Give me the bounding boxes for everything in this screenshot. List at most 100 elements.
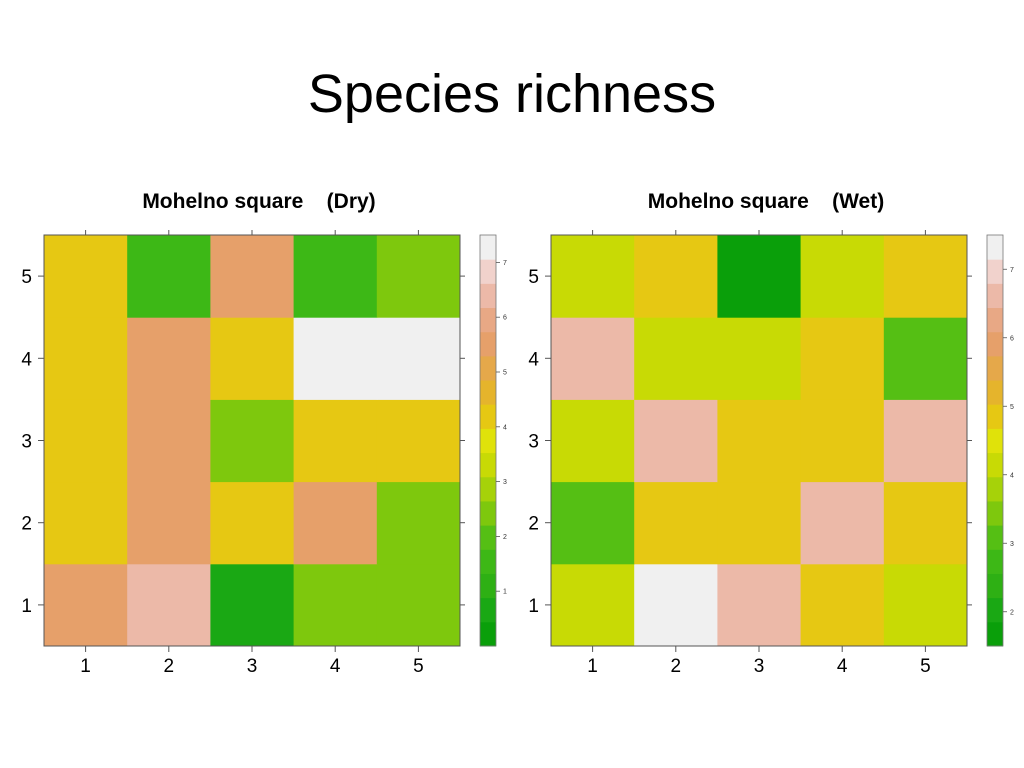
y-tick-label: 4 bbox=[528, 349, 539, 370]
colorbar-segment bbox=[480, 259, 496, 284]
colorbar-segment bbox=[480, 549, 496, 574]
colorbar-segment bbox=[987, 331, 1003, 357]
colorbar-tick-label: 3 bbox=[503, 479, 507, 486]
heatmap-panel-2: Mohelno square (Wet) 1 2 3 4 5 1 2 3 4 5 2 3 4 5 6 7 bbox=[528, 190, 1014, 677]
heatmap-cell bbox=[800, 563, 885, 647]
x-tick-label: 5 bbox=[413, 656, 424, 677]
colorbar-segment bbox=[987, 573, 1003, 599]
heatmap-cell bbox=[44, 235, 128, 318]
heatmap-cell bbox=[293, 399, 378, 483]
colorbar-tick-label: 3 bbox=[1010, 541, 1014, 548]
colorbar-segment bbox=[480, 307, 496, 333]
colorbar-tick-label: 7 bbox=[503, 260, 507, 267]
colorbar-segment bbox=[987, 307, 1003, 333]
colorbar-tick-label: 7 bbox=[1010, 267, 1014, 274]
colorbar-tick-label: 6 bbox=[503, 315, 507, 322]
heatmap-cell bbox=[293, 317, 378, 400]
heatmap-cell bbox=[634, 317, 718, 400]
colorbar-segment bbox=[480, 380, 496, 405]
heatmap-cell bbox=[376, 235, 461, 318]
heatmap-cell bbox=[44, 399, 128, 483]
x-tick-label: 4 bbox=[837, 656, 848, 677]
heatmap-cell bbox=[551, 563, 635, 647]
heatmap-cell bbox=[210, 317, 295, 400]
heatmap-cell bbox=[634, 481, 718, 565]
heatmap-panel-1: Mohelno square (Dry) 1 2 3 4 5 1 2 3 4 5 1 2 3 4 5 6 7 bbox=[21, 190, 507, 677]
colorbar-tick-label: 6 bbox=[1010, 335, 1014, 342]
heatmap-cell bbox=[376, 399, 461, 483]
colorbar-segment bbox=[987, 500, 1003, 526]
heatmap-cell bbox=[551, 235, 635, 318]
colorbar-tick-label: 4 bbox=[503, 424, 507, 431]
colorbar-segment bbox=[480, 573, 496, 599]
heatmap-cell bbox=[551, 481, 635, 565]
colorbar-segment bbox=[987, 476, 1003, 502]
colorbar-tick-label: 5 bbox=[1010, 404, 1014, 411]
heatmap-cell bbox=[634, 235, 718, 318]
y-tick-label: 5 bbox=[528, 267, 539, 288]
heatmap-cell bbox=[127, 563, 211, 647]
heatmap-cell bbox=[127, 481, 211, 565]
colorbar-tick-label: 2 bbox=[1010, 609, 1014, 616]
heatmap-cell bbox=[293, 481, 378, 565]
colorbar-segment bbox=[480, 500, 496, 526]
y-tick-label: 5 bbox=[21, 267, 32, 288]
colorbar-segment bbox=[480, 235, 496, 260]
y-tick-label: 1 bbox=[528, 596, 539, 617]
y-tick-label: 4 bbox=[21, 349, 32, 370]
colorbar-segment bbox=[987, 283, 1003, 309]
y-tick-label: 2 bbox=[21, 514, 32, 535]
heatmap-cell bbox=[800, 399, 885, 483]
heatmap-cell bbox=[376, 481, 461, 565]
slide-title: Species richness bbox=[307, 64, 717, 124]
heatmap-cell bbox=[127, 399, 211, 483]
x-tick-label: 1 bbox=[80, 656, 91, 677]
heatmap-cell bbox=[44, 481, 128, 565]
colorbar-segment bbox=[987, 428, 1003, 454]
x-tick-label: 3 bbox=[754, 656, 765, 677]
colorbar-segment bbox=[987, 525, 1003, 550]
colorbar-frame bbox=[986, 234, 1004, 647]
heatmap-cell bbox=[883, 317, 968, 400]
y-tick-label: 3 bbox=[21, 432, 32, 453]
heatmap-cell bbox=[883, 235, 968, 318]
colorbar-segment bbox=[987, 452, 1003, 478]
x-tick-label: 2 bbox=[671, 656, 682, 677]
colorbar-segment bbox=[987, 380, 1003, 405]
colorbar-segment bbox=[480, 597, 496, 623]
heatmap-cell bbox=[551, 317, 635, 400]
heatmap-cell bbox=[210, 399, 295, 483]
colorbar-segment bbox=[987, 404, 1003, 429]
colorbar-tick-label: 4 bbox=[1010, 472, 1014, 479]
heatmap-cell bbox=[210, 481, 295, 565]
colorbar-segment bbox=[987, 235, 1003, 260]
heatmap-cell bbox=[127, 235, 211, 318]
x-tick-label: 3 bbox=[247, 656, 258, 677]
heatmap-cell bbox=[293, 563, 378, 647]
heatmap-cell bbox=[127, 317, 211, 400]
colorbar-segment bbox=[480, 452, 496, 478]
heatmap-cell bbox=[210, 563, 295, 647]
heatmap-cell bbox=[717, 481, 802, 565]
x-tick-label: 2 bbox=[164, 656, 175, 677]
x-tick-label: 5 bbox=[920, 656, 931, 677]
colorbar-segment bbox=[480, 404, 496, 429]
heatmap-cell bbox=[551, 399, 635, 483]
colorbar-segment bbox=[480, 525, 496, 550]
y-tick-label: 1 bbox=[21, 596, 32, 617]
heatmap-cell bbox=[800, 235, 885, 318]
colorbar-frame bbox=[479, 234, 497, 647]
heatmap-cell bbox=[717, 563, 802, 647]
colorbar-tick-label: 5 bbox=[503, 370, 507, 377]
colorbar-segment bbox=[480, 621, 496, 647]
heatmap-cell bbox=[883, 399, 968, 483]
heatmap-cell bbox=[717, 399, 802, 483]
x-tick-label: 1 bbox=[587, 656, 598, 677]
heatmap-cell bbox=[883, 481, 968, 565]
heatmap-cell bbox=[800, 481, 885, 565]
heatmap-cell bbox=[44, 317, 128, 400]
heatmap-cell bbox=[376, 317, 461, 400]
heatmap-cell bbox=[634, 563, 718, 647]
colorbar-segment bbox=[987, 597, 1003, 623]
heatmap-cell bbox=[376, 563, 461, 647]
